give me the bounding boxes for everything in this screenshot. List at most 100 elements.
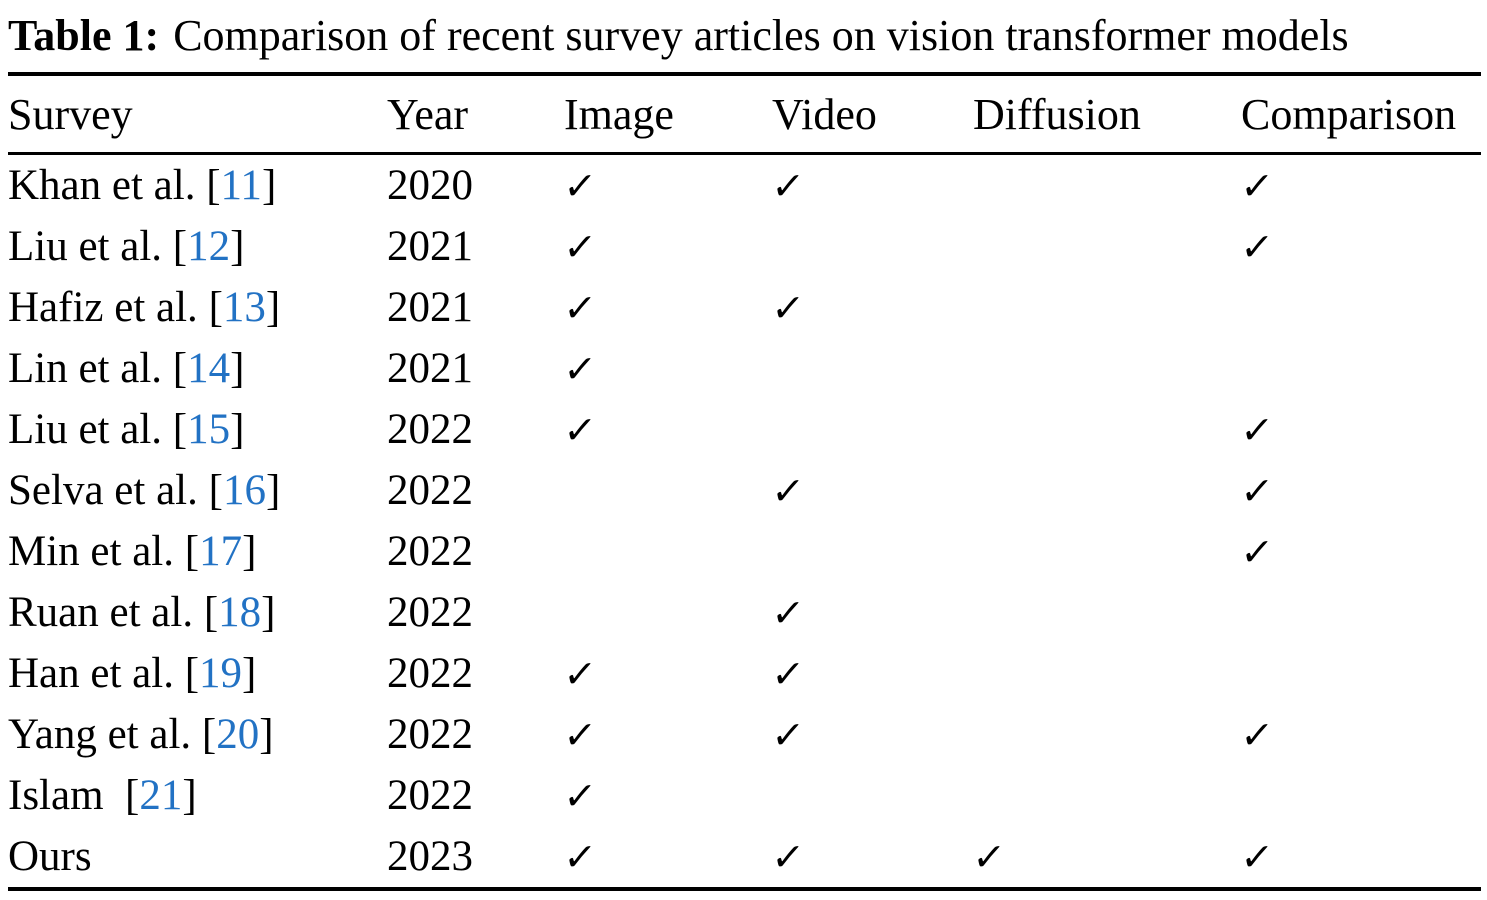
cite-bracket-close: ] [261, 589, 276, 636]
table-caption: Table 1: Comparison of recent survey arti… [8, 8, 1481, 64]
survey-cell: Yang et al. [20] [8, 710, 387, 759]
citation-link[interactable]: 13 [222, 284, 266, 331]
survey-cell: Hafiz et al. [13] [8, 283, 387, 332]
comparison-cell: ✓ [1238, 527, 1481, 576]
year-cell: 2023 [387, 833, 473, 880]
column-header-image: Image [564, 89, 674, 139]
citation-link[interactable]: 18 [218, 589, 262, 636]
year-cell: 2022 [387, 650, 473, 697]
comparison-cell: ✓ [1238, 405, 1481, 454]
table-caption-text: Comparison of recent survey articles on … [173, 11, 1349, 60]
survey-name: Hafiz et al. [8, 284, 198, 331]
survey-name: Islam [8, 772, 115, 819]
table-row: Ruan et al. [18] 2022 ✓ [8, 582, 1481, 643]
checkmark-icon: ✓ [1238, 408, 1276, 452]
survey-name: Liu et al. [8, 223, 163, 270]
year-cell: 2022 [387, 711, 473, 758]
citation-link[interactable]: 11 [220, 162, 262, 209]
survey-cell: Lin et al. [14] [8, 344, 387, 393]
comparison-cell: ✓ [1238, 710, 1481, 759]
table-row: Islam [21] 2022 ✓ [8, 765, 1481, 826]
checkmark-icon: ✓ [769, 286, 807, 330]
table-row: Selva et al. [16] 2022 ✓ ✓ [8, 460, 1481, 521]
checkmark-icon: ✓ [970, 835, 1008, 879]
cite-bracket-close: ] [265, 284, 281, 331]
video-cell: ✓ [770, 710, 973, 759]
image-cell: ✓ [561, 161, 772, 210]
cite-bracket-open: [ [162, 345, 188, 392]
year-cell: 2022 [387, 528, 473, 575]
survey-cell: Han et al. [19] [8, 649, 387, 698]
video-cell: ✓ [769, 466, 973, 515]
table-header-row: Survey Year Image Video Diffusion Comparison [8, 76, 1481, 152]
comparison-cell: ✓ [1238, 466, 1481, 515]
checkmark-icon: ✓ [769, 469, 807, 513]
year-cell: 2022 [387, 467, 473, 514]
cite-bracket-close: ] [242, 650, 257, 697]
year-cell: 2021 [387, 284, 473, 331]
citation-link[interactable]: 19 [199, 650, 243, 697]
checkmark-icon: ✓ [561, 347, 599, 391]
image-cell: ✓ [561, 344, 772, 393]
survey-cell: Selva et al. [16] [8, 466, 387, 515]
citation-link[interactable]: 20 [216, 711, 260, 758]
survey-name: Ruan et al. [8, 589, 194, 636]
survey-cell: Liu et al. [15] [8, 405, 387, 454]
year-cell: 2022 [387, 406, 473, 453]
checkmark-icon: ✓ [561, 164, 599, 208]
checkmark-icon: ✓ [769, 591, 807, 635]
citation-link[interactable]: 12 [187, 223, 231, 270]
citation-link[interactable]: 21 [139, 772, 183, 819]
checkmark-icon: ✓ [1238, 530, 1276, 574]
cite-bracket-open: [ [114, 772, 140, 819]
cite-bracket-close: ] [230, 223, 245, 270]
year-cell: 2020 [387, 162, 473, 209]
cite-bracket-open: [ [173, 650, 200, 697]
checkmark-icon: ✓ [1238, 713, 1276, 757]
table-row: Yang et al. [20] 2022 ✓ ✓ ✓ [8, 704, 1481, 765]
checkmark-icon: ✓ [561, 835, 599, 879]
checkmark-icon: ✓ [561, 713, 599, 757]
checkmark-icon: ✓ [561, 225, 599, 269]
cite-bracket-open: [ [174, 528, 200, 575]
table-row: Ours 2023 ✓ ✓ ✓ ✓ [8, 826, 1481, 887]
cite-bracket-close: ] [261, 162, 277, 209]
survey-cell: Ruan et al. [18] [8, 588, 387, 637]
year-cell: 2021 [387, 345, 473, 392]
cite-bracket-close: ] [242, 528, 257, 575]
table-row: Liu et al. [15] 2022 ✓ ✓ [8, 399, 1481, 460]
video-cell: ✓ [769, 283, 973, 332]
cite-bracket-close: ] [259, 711, 274, 758]
checkmark-icon: ✓ [1238, 225, 1276, 269]
cite-bracket-close: ] [265, 467, 281, 514]
citation-link[interactable]: 14 [187, 345, 231, 392]
image-cell: ✓ [562, 649, 772, 698]
column-header-year: Year [387, 89, 469, 139]
checkmark-icon: ✓ [769, 164, 807, 208]
year-cell: 2022 [387, 589, 473, 636]
survey-name: Selva et al. [8, 467, 198, 514]
checkmark-icon: ✓ [1238, 469, 1276, 513]
table-row: Lin et al. [14] 2021 ✓ [8, 338, 1481, 399]
citation-link[interactable]: 15 [187, 406, 231, 453]
survey-name: Lin et al. [8, 345, 163, 392]
cite-bracket-open: [ [193, 589, 219, 636]
cite-bracket-close: ] [182, 772, 197, 819]
checkmark-icon: ✓ [769, 835, 807, 879]
survey-cell: Ours [8, 832, 387, 881]
video-cell: ✓ [770, 649, 973, 698]
citation-link[interactable]: 16 [222, 467, 266, 514]
image-cell: ✓ [562, 283, 772, 332]
table-caption-label: Table 1: [8, 11, 160, 60]
survey-cell: Khan et al. [11] [8, 161, 387, 210]
image-cell: ✓ [562, 771, 772, 820]
survey-cell: Min et al. [17] [8, 527, 387, 576]
year-cell: 2021 [387, 223, 473, 270]
table-body: Khan et al. [11] 2020 ✓ ✓ ✓ Liu et al. [12] 20… [8, 155, 1481, 887]
diffusion-cell: ✓ [970, 832, 1241, 881]
cite-bracket-open: [ [195, 162, 221, 209]
comparison-cell: ✓ [1238, 161, 1481, 210]
citation-link[interactable]: 17 [199, 528, 243, 575]
checkmark-icon: ✓ [1238, 164, 1276, 208]
